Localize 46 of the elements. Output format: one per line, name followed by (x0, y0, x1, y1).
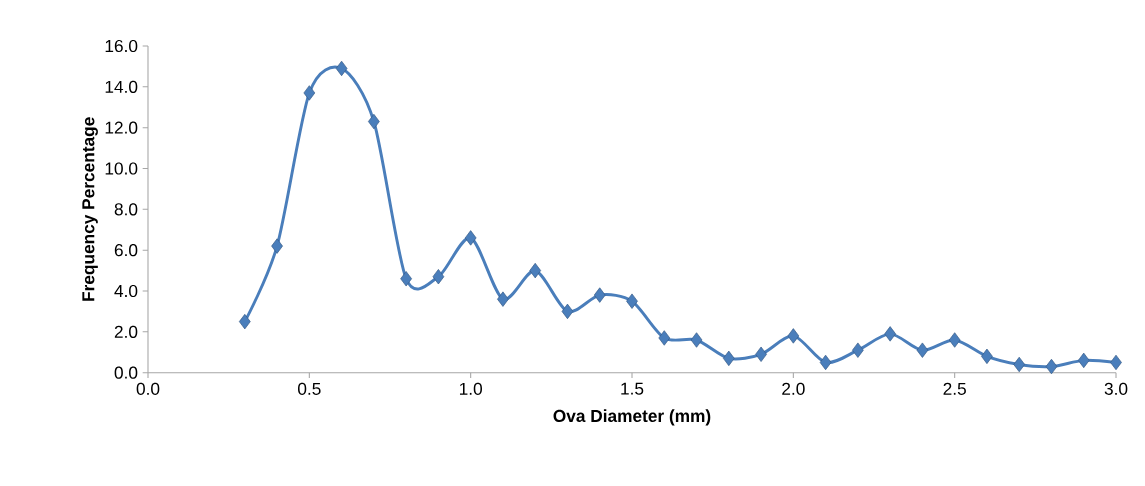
point (755, 346, 767, 362)
point (303, 85, 316, 101)
point (561, 303, 574, 320)
point (1013, 356, 1026, 373)
x-axis-title: Ova Diameter (mm) (553, 409, 711, 426)
point (852, 342, 864, 358)
point (690, 332, 703, 348)
y-tick-label: 6.0 (114, 244, 138, 257)
point (335, 60, 348, 77)
point (787, 328, 800, 344)
point (400, 271, 412, 287)
y-axis-title: Frequency Percentage (82, 117, 98, 301)
point (1110, 354, 1122, 371)
x-tick-label: 0.5 (298, 382, 321, 395)
y-tick-label: 8.0 (114, 203, 138, 216)
point (819, 354, 832, 371)
x-tick-label: 2.0 (782, 382, 805, 395)
y-tick-label: 14.0 (105, 80, 138, 93)
x-tick-label: 0.0 (136, 382, 160, 395)
point (916, 342, 929, 358)
point (368, 113, 380, 130)
y-tick-label: 12.0 (105, 121, 138, 134)
point (981, 348, 993, 364)
point (884, 326, 896, 342)
point (464, 230, 477, 246)
point (1077, 352, 1090, 369)
y-tick-label: 2.0 (114, 325, 138, 338)
point (497, 291, 509, 307)
x-tick-label: 1.0 (459, 382, 483, 395)
point (238, 313, 251, 330)
point (593, 287, 606, 303)
point (1045, 358, 1058, 375)
x-tick-label: 1.5 (621, 382, 644, 395)
y-tick-label: 4.0 (114, 284, 138, 298)
point (723, 350, 735, 367)
point (529, 262, 542, 279)
x-tick-label: 2.5 (943, 382, 966, 395)
point (948, 332, 961, 348)
y-tick-label: 16.0 (105, 39, 138, 53)
y-tick-label: 10.0 (105, 162, 138, 175)
x-tick-label: 3.0 (1104, 382, 1128, 395)
y-tick-label: 0.0 (114, 366, 138, 379)
point (432, 269, 445, 285)
point (271, 238, 283, 254)
point (626, 293, 638, 309)
point (658, 330, 671, 346)
